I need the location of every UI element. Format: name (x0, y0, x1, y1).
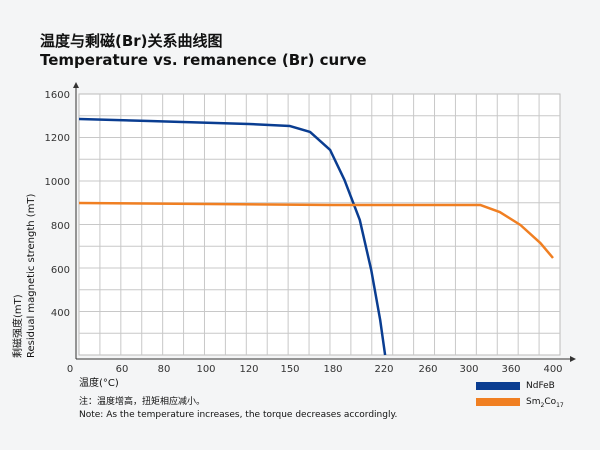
y-axis-label: 剩磁强度(mT) Residual magnetic strength (mT) (12, 194, 38, 358)
x-tick-label: 180 (323, 364, 342, 375)
x-tick-label: 360 (501, 364, 520, 375)
y-axis-label-en: Residual magnetic strength (mT) (26, 193, 37, 358)
x-tick-label: 150 (280, 364, 299, 375)
legend-ndfeb: NdFeB (476, 380, 555, 392)
x-tick-label: 60 (116, 364, 129, 375)
x-tick-label: 80 (158, 364, 171, 375)
y-tick-label: 1200 (45, 133, 70, 144)
x-tick-label: 220 (374, 364, 393, 375)
y-tick-label: 800 (51, 221, 70, 232)
title-cn: 温度与剩磁(Br)关系曲线图 (40, 32, 223, 50)
y-axis-label-cn: 剩磁强度(mT) (13, 294, 24, 358)
legend-swatch-sm2co17 (476, 398, 520, 406)
x-tick-label: 100 (196, 364, 215, 375)
y-axis-arrow (73, 82, 79, 88)
x-axis-arrow (570, 356, 576, 362)
x-tick-label: 120 (239, 364, 258, 375)
x-tick-label: 300 (459, 364, 478, 375)
x-tick-label: 0 (67, 364, 73, 375)
x-axis-label: 温度(°C) (79, 378, 119, 389)
x-tick-label: 400 (543, 364, 562, 375)
series-line-ndfeb (78, 117, 387, 356)
y-tick-label: 600 (51, 265, 70, 276)
series-line-sm2co17 (78, 201, 554, 259)
y-tick-label: 1600 (45, 90, 70, 101)
y-tick-label: 400 (51, 308, 70, 319)
note-cn: 注：温度增高，扭矩相应减小。 (79, 397, 206, 407)
y-tick-label: 1000 (45, 177, 70, 188)
legend-label-ndfeb: NdFeB (526, 381, 555, 391)
legend-swatch-ndfeb (476, 382, 520, 390)
title-en: Temperature vs. remanence (Br) curve (40, 51, 367, 69)
legend-label-sm2co17: Sm2Co17 (526, 397, 564, 409)
x-tick-label: 260 (418, 364, 437, 375)
note-en: Note: As the temperature increases, the … (79, 410, 398, 420)
legend-sm2co17: Sm2Co17 (476, 396, 564, 408)
